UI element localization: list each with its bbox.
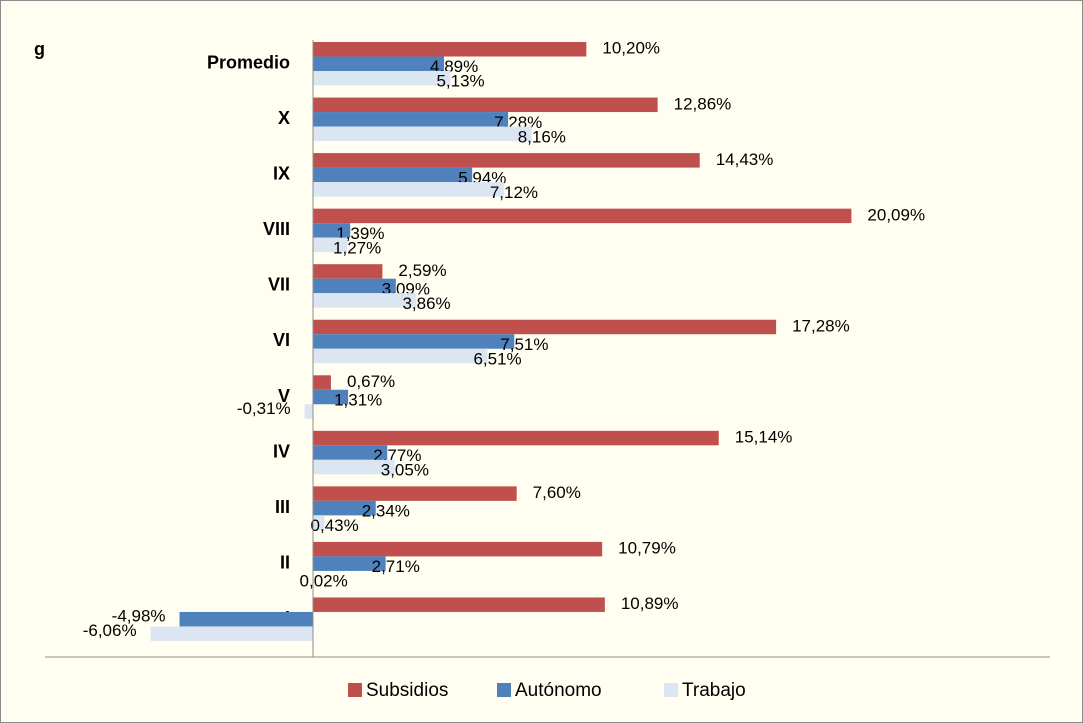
data-label: -4,98% [112,607,166,626]
bar [313,237,348,253]
legend-label: Trabajo [682,680,746,701]
bar [313,334,515,349]
data-label: 14,43% [716,150,774,169]
data-label: 3,86% [402,294,450,313]
data-label: 7,60% [533,483,581,502]
annotation: g [34,39,45,59]
bar [313,459,395,475]
data-label: 2,59% [398,261,446,280]
bar [313,167,473,183]
bar [313,389,349,405]
bar [179,611,313,627]
bar [304,404,313,419]
bar [313,375,331,390]
category-label: VII [268,275,290,295]
bar [313,348,488,364]
bar [313,430,719,446]
bar [313,319,777,335]
legend-swatch [497,683,511,697]
legend-label: Autónomo [515,680,602,701]
data-label: 0,02% [300,572,348,591]
data-label: 12,86% [674,94,732,113]
category-label: V [278,386,290,406]
data-label: 3,05% [381,461,429,480]
bar [313,486,517,501]
category-label: Promedio [207,53,290,73]
data-label: 10,20% [602,39,660,58]
data-label: 1,31% [334,391,382,410]
bar [313,264,383,279]
bar [313,182,504,197]
data-label: 15,14% [735,428,793,447]
category-label: VI [273,330,290,350]
bar [313,208,852,224]
data-label: 20,09% [867,205,925,224]
data-label: 0,43% [311,516,359,535]
bar [313,500,376,516]
data-label: 2,34% [362,502,410,521]
legend-swatch [348,683,362,697]
category-label: II [280,552,290,572]
data-label: 7,12% [490,183,538,202]
bar [313,126,532,142]
data-label: 5,13% [436,72,484,91]
legend-swatch [664,683,678,697]
data-label: -0,31% [237,399,291,418]
legend-label: Subsidios [366,680,448,701]
bar [313,556,386,571]
data-label: 10,79% [618,539,676,558]
data-label: -6,06% [83,621,137,640]
bar [313,56,445,71]
category-label: IX [273,164,290,184]
data-label: 7,51% [500,335,548,354]
data-label: 1,39% [336,224,384,243]
data-label: 17,28% [792,316,850,335]
data-label: 1,27% [333,238,381,257]
bar [313,153,700,168]
bar [313,541,603,557]
data-label: 6,51% [473,349,521,368]
data-label: 0,67% [347,372,395,391]
bar [313,278,396,294]
bar [313,97,658,113]
data-label: 10,89% [621,594,679,613]
bar [313,445,388,460]
bar [313,223,351,238]
bar [313,112,509,127]
bar [313,515,325,530]
category-label: IV [273,441,290,461]
data-label: 2,71% [372,557,420,576]
data-label: 8,16% [518,127,566,146]
bar [313,42,587,57]
bar [150,626,313,641]
bar [313,293,417,308]
category-label: X [278,108,290,128]
category-label: III [275,497,290,517]
bar [313,597,605,612]
category-label: VIII [263,219,290,239]
bar [313,71,451,86]
